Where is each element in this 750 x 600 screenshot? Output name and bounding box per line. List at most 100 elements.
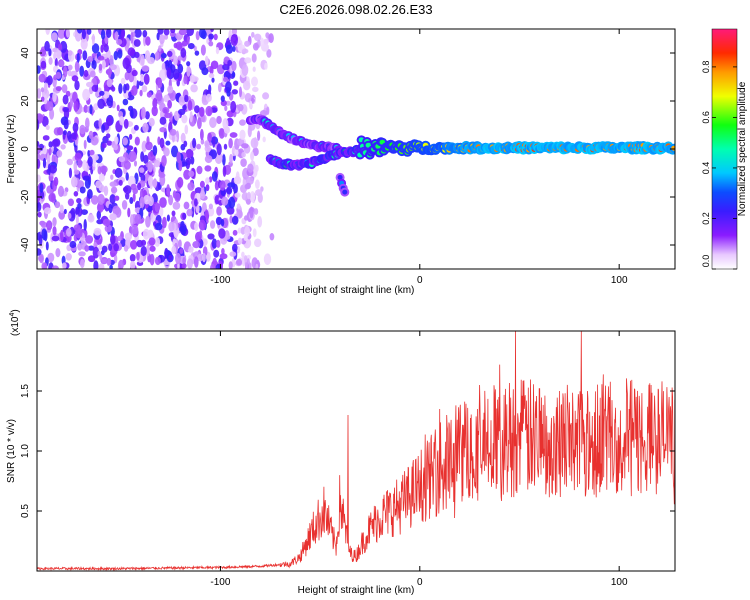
spectrogram-noise-blob — [37, 141, 40, 147]
spectrogram-noise-blob — [128, 91, 132, 98]
spectrogram-noise-blob — [226, 186, 233, 195]
spectrogram-noise-blob — [229, 251, 237, 257]
spectrogram-noise-blob — [152, 145, 158, 156]
spectrogram-noise-blob — [182, 257, 186, 265]
spectrogram-noise-blob — [79, 65, 85, 77]
spectrogram-noise-blob — [160, 52, 167, 59]
spectrogram-noise-blob — [231, 60, 237, 72]
spectrogram-noise-blob — [175, 41, 183, 50]
spectrogram-noise-blob — [90, 136, 99, 146]
spectrogram-noise-blob — [218, 228, 226, 239]
spectrogram-noise-blob — [99, 165, 108, 174]
spectrogram-noise-blob — [157, 78, 163, 89]
spectrogram-noise-blob — [93, 260, 99, 269]
spectrogram-noise-blob — [89, 149, 95, 156]
spectrogram-noise-blob — [75, 214, 79, 226]
spectrogram-noise-blob — [229, 215, 233, 224]
snr-scale-close: ) — [10, 309, 21, 312]
spectrogram-noise-blob — [68, 167, 72, 179]
spectrogram-noise-blob — [60, 144, 66, 150]
spectrogram-noise-blob — [141, 65, 150, 72]
spectrogram-noise-blob — [131, 85, 138, 96]
spectrogram-noise-blob — [144, 111, 150, 120]
spectrogram-noise-blob — [113, 243, 119, 252]
spectrogram-noise-blob — [163, 147, 170, 157]
spectrogram-noise-blob — [57, 185, 65, 197]
spectrogram-noise-blob — [44, 207, 52, 215]
spectrogram-noise-blob — [122, 137, 128, 146]
spectrogram-noise-blob — [139, 89, 143, 97]
spectrogram-noise-blob — [143, 154, 149, 164]
spectrogram-noise-blob — [175, 252, 181, 265]
spectrogram-noise-blob — [194, 50, 200, 56]
spectrogram-noise-blob — [79, 124, 86, 135]
spectrogram-noise-blob — [204, 165, 212, 172]
spectrogram-noise-blob — [159, 137, 165, 149]
spectrogram-noise-blob — [220, 95, 225, 102]
spectrogram-noise-blob — [237, 227, 242, 234]
spectrogram-noise-blob — [48, 57, 53, 65]
spectrogram-noise-blob — [94, 91, 100, 98]
spectrogram-noise-blob — [55, 86, 62, 92]
spectrogram-noise-blob — [229, 132, 238, 138]
spectrogram-noise-blob — [76, 52, 80, 63]
spectrogram-noise-blob — [165, 140, 171, 146]
spectrogram-noise-blob — [42, 157, 47, 169]
figure-title: C2E6.2026.098.02.26.E33 — [279, 2, 432, 17]
spectrogram-noise-blob — [205, 184, 210, 192]
spectrogram-noise-blob — [154, 256, 161, 266]
spectrogram-noise-blob — [92, 246, 100, 259]
spectrogram-noise-blob — [130, 240, 138, 250]
spectrogram-noise-blob — [156, 89, 163, 102]
spectrogram-noise-blob — [48, 147, 52, 156]
spectrogram-noise-blob — [212, 136, 216, 148]
spectrogram-noise-blob — [210, 220, 216, 229]
spectrogram-noise-blob — [97, 193, 105, 205]
spectrogram-noise-blob — [252, 42, 259, 51]
spectrogram-noise-blob — [37, 158, 41, 169]
spectrogram-noise-blob — [107, 260, 110, 266]
spectrogram-noise-blob — [131, 69, 138, 77]
spectrogram-noise-blob — [244, 255, 248, 263]
spectrogram-noise-blob — [229, 153, 233, 164]
spectrogram-noise-blob — [264, 62, 268, 70]
spectrogram-noise-blob — [210, 29, 214, 33]
spectrogram-noise-blob — [181, 263, 187, 269]
spectrogram-noise-blob — [186, 65, 191, 77]
spectrogram-noise-blob — [222, 165, 227, 177]
spectrogram-noise-blob — [166, 184, 171, 196]
spectrogram-noise-blob — [129, 197, 134, 204]
spectrogram-noise-blob — [40, 96, 45, 102]
spectrogram-noise-blob — [86, 81, 94, 88]
spectrogram-noise-blob — [100, 29, 106, 40]
spectrogram-noise-blob — [171, 133, 175, 143]
spectrogram-noise-blob — [204, 140, 210, 148]
spectrogram-noise-blob — [58, 210, 66, 220]
colorbar-ticks: 0.0 0.2 0.4 0.6 0.8 — [701, 61, 737, 270]
spectrogram-noise-blob — [173, 230, 178, 239]
spectrogram-noise-blob — [39, 182, 44, 193]
spectrogram-noise-blob — [213, 33, 218, 41]
spectrogram-noise-blob — [56, 150, 63, 158]
spectrogram-noise-blob — [76, 29, 83, 34]
spectrogram-noise-blob — [52, 217, 57, 227]
spectrogram-noise-blob — [122, 57, 131, 70]
spectrogram-noise-blob — [110, 234, 116, 245]
spectrogram-noise-blob — [59, 60, 65, 67]
spectrogram-noise-blob — [130, 214, 134, 225]
spectrogram-noise-blob — [188, 170, 195, 178]
spectrogram-noise-blob — [153, 159, 161, 168]
y-tick-label: 1.0 — [20, 444, 31, 458]
spectrogram-noise-blob — [107, 67, 112, 79]
spectrogram-noise-blob — [98, 244, 103, 251]
spectrogram-noise-blob — [186, 61, 191, 67]
spectrogram-noise-blob — [214, 180, 219, 191]
spectrogram-noise-blob — [108, 243, 113, 251]
colorbar-gradient — [711, 28, 738, 270]
x-tick-label: 0 — [417, 275, 423, 286]
spectrogram-noise-blob — [67, 64, 73, 71]
spectrogram-noise-blob — [171, 210, 176, 217]
spectrogram-noise-blob — [190, 84, 198, 93]
spectrogram-noise-blob — [82, 175, 91, 181]
spectrogram-noise-blob — [51, 265, 59, 269]
